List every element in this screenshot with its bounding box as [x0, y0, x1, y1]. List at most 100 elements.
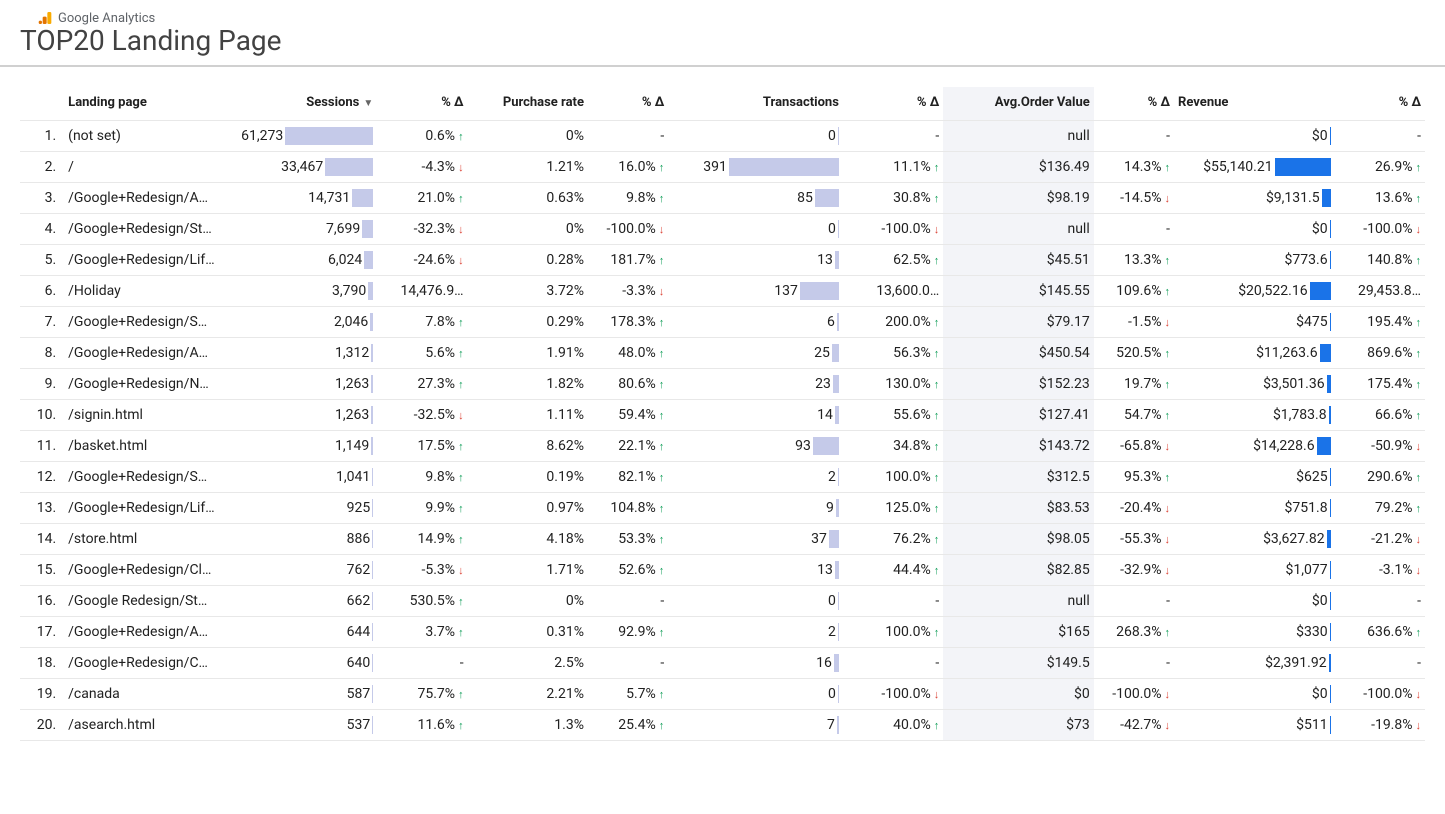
col-landing-page[interactable]: Landing page: [64, 87, 225, 121]
cell-sessions: 925: [225, 493, 378, 524]
cell-landing-page: /canada: [64, 679, 225, 710]
table-row[interactable]: 11./basket.html1,14917.5%↑8.62%22.1%↑933…: [20, 431, 1425, 462]
cell-sessions-delta: 75.7%↑: [377, 679, 467, 710]
cell-sessions-delta: -24.6%↓: [377, 245, 467, 276]
col-transactions-delta[interactable]: % Δ: [843, 87, 943, 121]
table-row[interactable]: 6./Holiday3,79014,476.9…3.72%-3.3%↓13713…: [20, 276, 1425, 307]
cell-sessions-delta: 5.6%↑: [377, 338, 467, 369]
cell-transactions-delta: -: [843, 121, 943, 152]
cell-purchase-rate: 0.63%: [468, 183, 588, 214]
cell-revenue: $2,391.92: [1174, 648, 1335, 679]
cell-landing-page: /Google Redesign/St…: [64, 586, 225, 617]
col-purchase-rate-delta[interactable]: % Δ: [588, 87, 668, 121]
cell-revenue-delta: -3.1%↓: [1335, 555, 1425, 586]
cell-revenue-delta: 66.6%↑: [1335, 400, 1425, 431]
sort-desc-icon: ▼: [363, 98, 373, 109]
cell-purchase-rate-delta: -: [588, 648, 668, 679]
col-revenue-delta[interactable]: % Δ: [1335, 87, 1425, 121]
col-aov-delta[interactable]: % Δ: [1094, 87, 1174, 121]
table-row[interactable]: 10./signin.html1,263-32.5%↓1.11%59.4%↑14…: [20, 400, 1425, 431]
col-revenue[interactable]: Revenue: [1174, 87, 1335, 121]
cell-aov-delta: -: [1094, 214, 1174, 245]
cell-transactions-delta: -100.0%↓: [843, 214, 943, 245]
table-row[interactable]: 14./store.html88614.9%↑4.18%53.3%↑3776.2…: [20, 524, 1425, 555]
cell-revenue: $0: [1174, 679, 1335, 710]
cell-revenue-delta: -100.0%↓: [1335, 214, 1425, 245]
cell-purchase-rate: 4.18%: [468, 524, 588, 555]
cell-sessions-delta: 14.9%↑: [377, 524, 467, 555]
cell-aov: null: [943, 121, 1094, 152]
cell-aov: $165: [943, 617, 1094, 648]
table-row[interactable]: 18./Google+Redesign/C…640-2.5%-16-$149.5…: [20, 648, 1425, 679]
row-index: 2.: [20, 152, 64, 183]
table-container: Landing page Sessions▼ % Δ Purchase rate…: [0, 67, 1445, 741]
cell-landing-page: /Holiday: [64, 276, 225, 307]
cell-purchase-rate-delta: 80.6%↑: [588, 369, 668, 400]
table-row[interactable]: 15./Google+Redesign/Cl…762-5.3%↓1.71%52.…: [20, 555, 1425, 586]
table-row[interactable]: 1.(not set)61,2730.6%↑0%-0-null-$0-: [20, 121, 1425, 152]
cell-aov-delta: 109.6%↑: [1094, 276, 1174, 307]
table-row[interactable]: 4./Google+Redesign/St…7,699-32.3%↓0%-100…: [20, 214, 1425, 245]
report-header: Google Analytics TOP20 Landing Page: [0, 0, 1445, 67]
cell-sessions: 1,263: [225, 400, 378, 431]
table-row[interactable]: 17./Google+Redesign/A…6443.7%↑0.31%92.9%…: [20, 617, 1425, 648]
cell-purchase-rate: 2.21%: [468, 679, 588, 710]
table-row[interactable]: 19./canada58775.7%↑2.21%5.7%↑0-100.0%↓$0…: [20, 679, 1425, 710]
cell-purchase-rate-delta: 52.6%↑: [588, 555, 668, 586]
cell-revenue-delta: -19.8%↓: [1335, 710, 1425, 741]
cell-transactions: 2: [668, 617, 843, 648]
cell-purchase-rate-delta: -100.0%↓: [588, 214, 668, 245]
cell-revenue: $330: [1174, 617, 1335, 648]
cell-sessions: 1,149: [225, 431, 378, 462]
cell-transactions: 23: [668, 369, 843, 400]
cell-sessions-delta: 14,476.9…: [377, 276, 467, 307]
cell-aov-delta: -65.8%↓: [1094, 431, 1174, 462]
cell-aov-delta: -42.7%↓: [1094, 710, 1174, 741]
table-row[interactable]: 20./asearch.html53711.6%↑1.3%25.4%↑740.0…: [20, 710, 1425, 741]
cell-purchase-rate-delta: -3.3%↓: [588, 276, 668, 307]
table-row[interactable]: 9./Google+Redesign/N…1,26327.3%↑1.82%80.…: [20, 369, 1425, 400]
cell-purchase-rate-delta: 178.3%↑: [588, 307, 668, 338]
table-row[interactable]: 13./Google+Redesign/Lif…9259.9%↑0.97%104…: [20, 493, 1425, 524]
cell-sessions: 1,263: [225, 369, 378, 400]
cell-sessions-delta: 27.3%↑: [377, 369, 467, 400]
table-row[interactable]: 8./Google+Redesign/A…1,3125.6%↑1.91%48.0…: [20, 338, 1425, 369]
cell-revenue: $0: [1174, 586, 1335, 617]
cell-revenue-delta: 26.9%↑: [1335, 152, 1425, 183]
table-row[interactable]: 7./Google+Redesign/S…2,0467.8%↑0.29%178.…: [20, 307, 1425, 338]
cell-sessions-delta: 530.5%↑: [377, 586, 467, 617]
cell-transactions: 137: [668, 276, 843, 307]
cell-purchase-rate: 0.19%: [468, 462, 588, 493]
cell-landing-page: /Google+Redesign/Lif…: [64, 245, 225, 276]
col-purchase-rate[interactable]: Purchase rate: [468, 87, 588, 121]
cell-revenue: $511: [1174, 710, 1335, 741]
cell-revenue: $20,522.16: [1174, 276, 1335, 307]
table-row[interactable]: 12./Google+Redesign/S…1,0419.8%↑0.19%82.…: [20, 462, 1425, 493]
col-transactions[interactable]: Transactions: [668, 87, 843, 121]
cell-sessions-delta: 9.9%↑: [377, 493, 467, 524]
col-aov[interactable]: Avg.Order Value: [943, 87, 1094, 121]
row-index: 3.: [20, 183, 64, 214]
table-row[interactable]: 16./Google Redesign/St…662530.5%↑0%-0-nu…: [20, 586, 1425, 617]
cell-sessions: 762: [225, 555, 378, 586]
cell-purchase-rate-delta: 104.8%↑: [588, 493, 668, 524]
cell-transactions: 0: [668, 121, 843, 152]
cell-landing-page: /Google+Redesign/S…: [64, 307, 225, 338]
cell-sessions: 14,731: [225, 183, 378, 214]
row-index: 11.: [20, 431, 64, 462]
table-row[interactable]: 5./Google+Redesign/Lif…6,024-24.6%↓0.28%…: [20, 245, 1425, 276]
cell-sessions: 1,312: [225, 338, 378, 369]
row-index: 14.: [20, 524, 64, 555]
cell-revenue-delta: 175.4%↑: [1335, 369, 1425, 400]
col-sessions[interactable]: Sessions▼: [225, 87, 378, 121]
table-row[interactable]: 2./33,467-4.3%↓1.21%16.0%↑39111.1%↑$136.…: [20, 152, 1425, 183]
cell-purchase-rate: 1.91%: [468, 338, 588, 369]
cell-landing-page: /store.html: [64, 524, 225, 555]
cell-transactions: 0: [668, 586, 843, 617]
col-sessions-delta[interactable]: % Δ: [377, 87, 467, 121]
cell-revenue-delta: -21.2%↓: [1335, 524, 1425, 555]
cell-revenue-delta: 195.4%↑: [1335, 307, 1425, 338]
table-row[interactable]: 3./Google+Redesign/A…14,73121.0%↑0.63%9.…: [20, 183, 1425, 214]
cell-aov-delta: 95.3%↑: [1094, 462, 1174, 493]
cell-transactions-delta: 34.8%↑: [843, 431, 943, 462]
